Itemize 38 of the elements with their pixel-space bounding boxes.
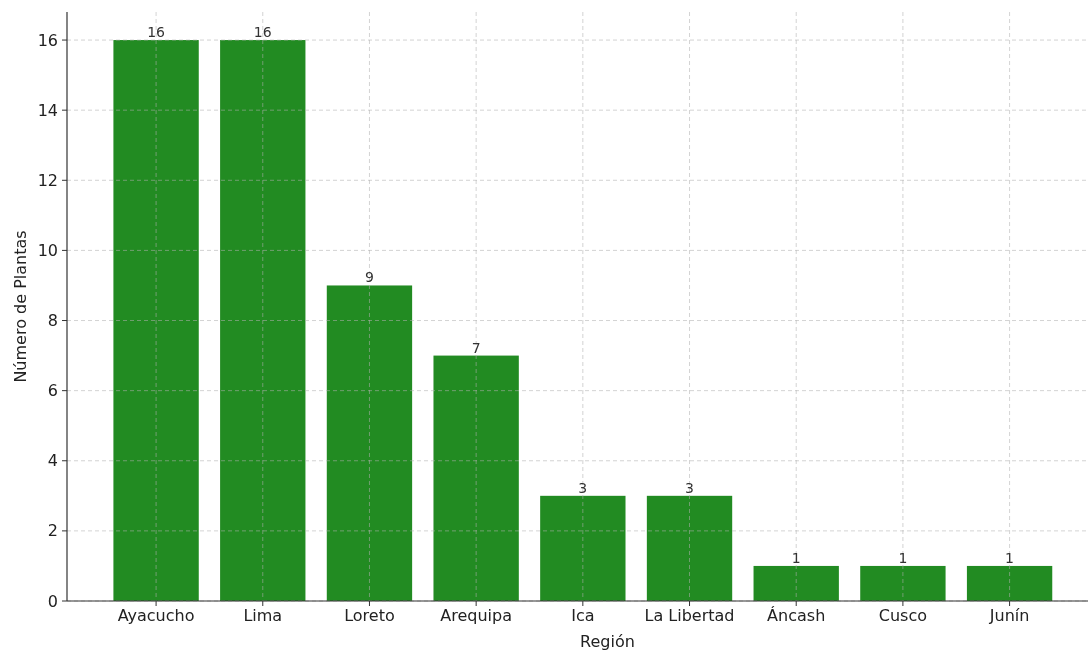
data-label: 16 <box>253 24 272 41</box>
x-tick-label: Junín <box>988 606 1030 625</box>
x-tick-label: Áncash <box>767 606 826 625</box>
y-tick-label: 6 <box>47 381 58 401</box>
data-label: 1 <box>1005 549 1015 566</box>
bar <box>540 495 626 601</box>
y-tick-label: 10 <box>37 241 58 260</box>
bar <box>326 285 413 601</box>
data-label: 16 <box>147 24 166 41</box>
x-axis-title: Región <box>580 632 635 651</box>
data-label: 1 <box>898 549 908 566</box>
x-tick-label: Ica <box>571 606 595 625</box>
bar <box>113 40 199 601</box>
y-tick-label: 4 <box>47 451 58 471</box>
data-label: 9 <box>365 269 374 286</box>
bar <box>646 495 733 601</box>
data-label: 7 <box>471 339 481 356</box>
bar <box>220 40 306 601</box>
data-label: 3 <box>685 479 694 496</box>
data-label: 1 <box>791 549 801 566</box>
y-tick-label: 14 <box>37 100 58 120</box>
x-tick-label: La Libertad <box>644 606 735 625</box>
y-tick-label: 12 <box>37 170 58 190</box>
x-tick-label: Loreto <box>344 606 395 625</box>
x-tick-label: Ayacucho <box>117 606 195 625</box>
bar <box>753 565 839 601</box>
bar <box>433 355 519 601</box>
x-tick-label: Cusco <box>878 606 928 625</box>
y-tick-label: 2 <box>47 521 58 541</box>
y-tick-label: 16 <box>37 30 58 50</box>
data-label: 3 <box>578 479 588 496</box>
x-tick-label: Lima <box>243 606 283 625</box>
bar <box>860 565 946 601</box>
y-tick-label: 8 <box>47 311 58 331</box>
y-axis-title: Número de Plantas <box>11 230 30 383</box>
x-tick-label: Arequipa <box>440 606 513 625</box>
bar <box>966 565 1053 601</box>
y-tick-label: 0 <box>47 591 58 611</box>
